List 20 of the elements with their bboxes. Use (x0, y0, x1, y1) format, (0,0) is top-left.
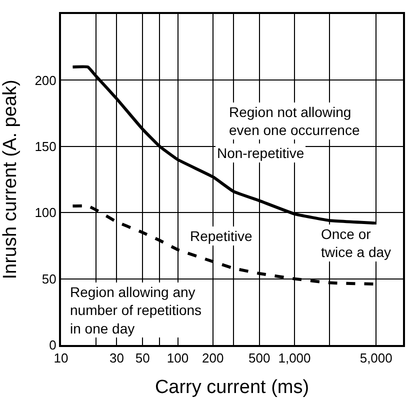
y-tick-label: 50 (42, 271, 56, 286)
y-tick-label: 200 (34, 72, 56, 88)
annotation: Region not allowing even one occurrence (229, 104, 360, 138)
x-axis-title: Carry current (ms) (154, 376, 310, 398)
annotation: Non-repetitive (217, 145, 304, 161)
x-tick-label: 1,000 (278, 350, 311, 366)
x-tick-label: 200 (202, 350, 224, 366)
annotation: Repetitive (190, 228, 252, 244)
x-tick-label: 50 (135, 350, 150, 366)
x-tick-label: 10 (54, 350, 68, 366)
y-tick-label: 150 (34, 138, 56, 154)
x-tick-label: 5,000 (360, 350, 392, 366)
x-tick-label: 500 (248, 350, 270, 366)
annotation: Once or twice a day (321, 226, 392, 260)
x-tick-label: 30 (109, 350, 124, 366)
x-tick-label: 100 (166, 350, 189, 366)
y-tick-label: 0 (49, 338, 56, 353)
y-tick-label: 100 (34, 205, 56, 220)
annotation: Region allowing any number of repetitions in one day (70, 284, 202, 336)
y-axis-title: Inrush current (A. peak) (0, 80, 21, 280)
